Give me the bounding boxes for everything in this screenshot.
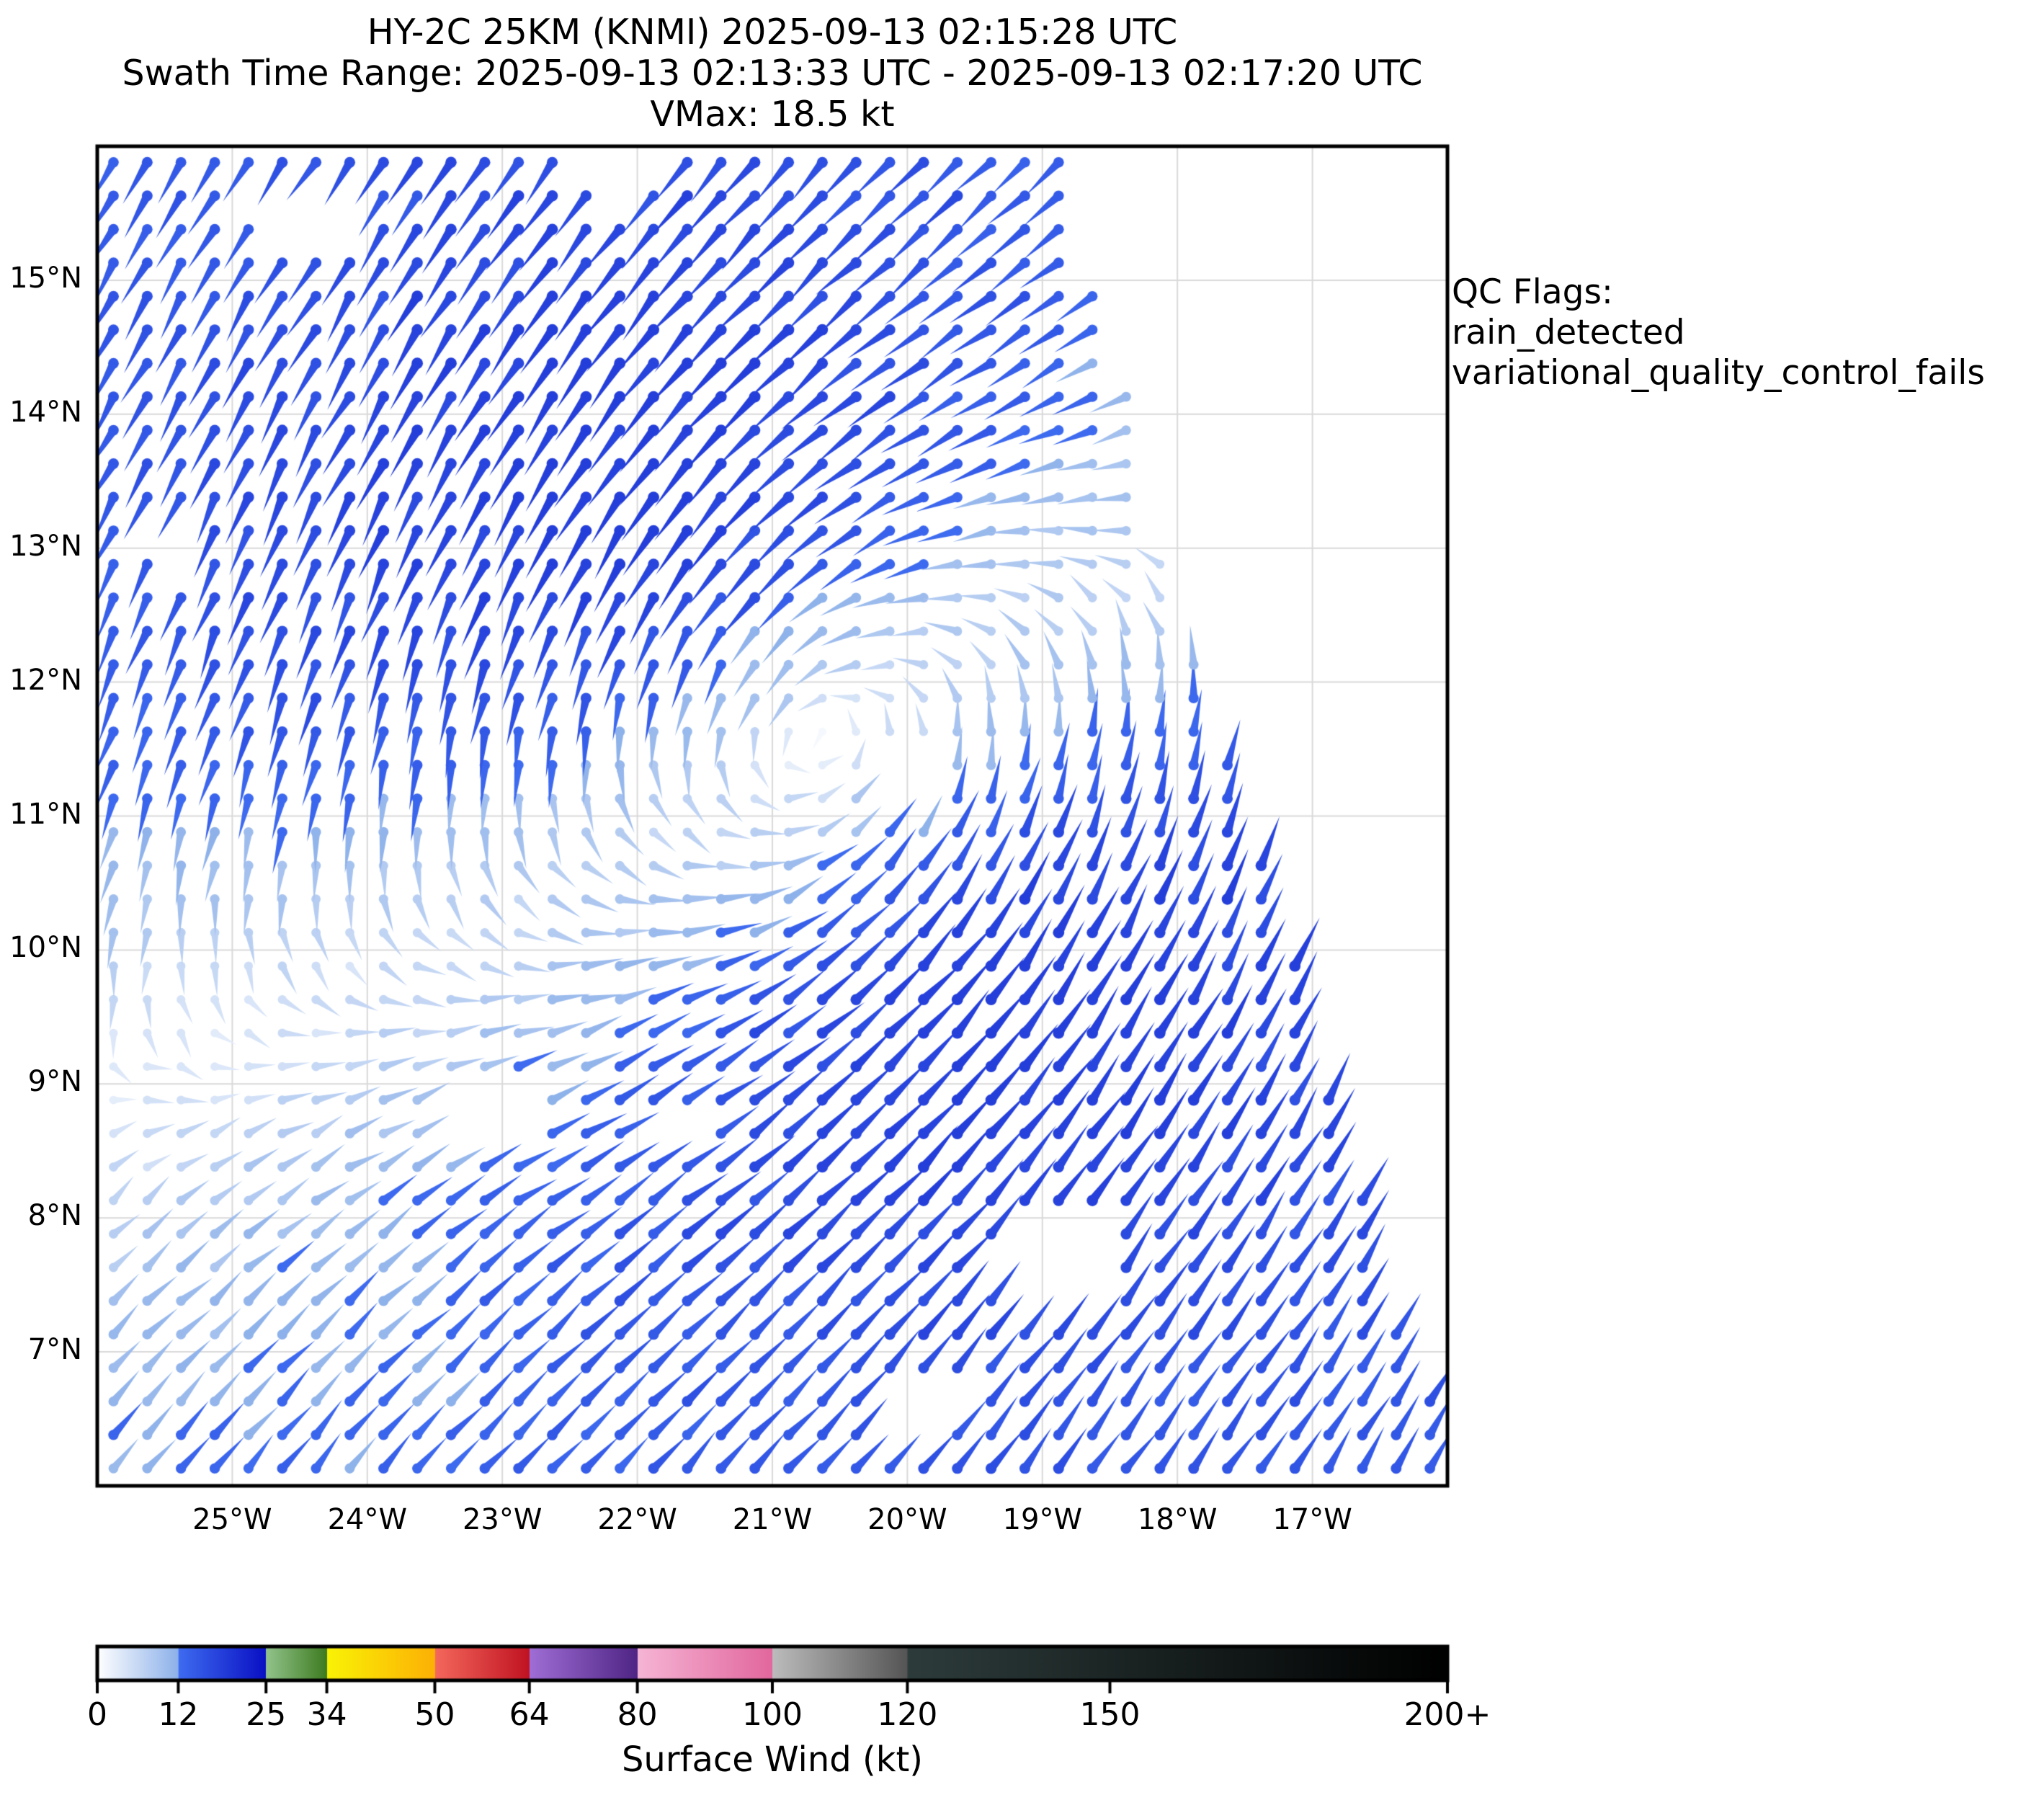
qc-flags-heading: QC Flags: xyxy=(1452,272,1613,312)
x-tick-label: 21°W xyxy=(732,1503,813,1536)
colorbar-tick-label: 12 xyxy=(158,1696,199,1733)
plot-title: HY-2C 25KM (KNMI) 2025-09-13 02:15:28 UT… xyxy=(367,12,1178,53)
y-tick-label: 8°N xyxy=(27,1199,82,1233)
colorbar-tick-label: 0 xyxy=(87,1696,107,1733)
swath-time-range: Swath Time Range: 2025-09-13 02:13:33 UT… xyxy=(122,53,1423,94)
qc-flags-block: QC Flags: rain_detected variational_qual… xyxy=(1452,272,1985,393)
x-tick-label: 22°W xyxy=(597,1503,677,1536)
colorbar-tick-label: 50 xyxy=(414,1696,455,1733)
colorbar-tick-label: 100 xyxy=(742,1696,803,1733)
colorbar-tick-label: 34 xyxy=(306,1696,347,1733)
y-tick-label: 12°N xyxy=(9,663,82,697)
colorbar-tick-label: 64 xyxy=(509,1696,550,1733)
x-tick-label: 17°W xyxy=(1272,1503,1352,1536)
x-tick-label: 19°W xyxy=(1002,1503,1083,1536)
y-tick-label: 9°N xyxy=(27,1065,82,1099)
y-tick-label: 15°N xyxy=(9,261,82,295)
colorbar-tick-label: 80 xyxy=(617,1696,658,1733)
y-tick-label: 14°N xyxy=(9,395,82,429)
x-tick-label: 24°W xyxy=(327,1503,408,1536)
x-tick-label: 25°W xyxy=(192,1503,272,1536)
colorbar-tick-label: 200+ xyxy=(1403,1696,1491,1733)
qc-flag-variational-quality-control-fails: variational_quality_control_fails xyxy=(1452,353,1985,393)
title-block: HY-2C 25KM (KNMI) 2025-09-13 02:15:28 UT… xyxy=(97,12,1447,135)
y-tick-label: 7°N xyxy=(27,1333,82,1367)
vmax-label: VMax: 18.5 kt xyxy=(650,94,895,135)
y-tick-label: 11°N xyxy=(9,797,82,831)
x-tick-label: 23°W xyxy=(462,1503,543,1536)
colorbar-tick-label: 120 xyxy=(877,1696,938,1733)
x-tick-label: 18°W xyxy=(1137,1503,1218,1536)
qc-flag-rain-detected: rain_detected xyxy=(1452,313,1685,352)
colorbar-tick-label: 150 xyxy=(1079,1696,1141,1733)
colorbar-tick-label: 25 xyxy=(246,1696,287,1733)
y-tick-label: 10°N xyxy=(9,931,82,965)
y-tick-label: 13°N xyxy=(9,529,82,563)
colorbar-axis-label: Surface Wind (kt) xyxy=(621,1739,924,1780)
x-tick-label: 20°W xyxy=(867,1503,947,1536)
